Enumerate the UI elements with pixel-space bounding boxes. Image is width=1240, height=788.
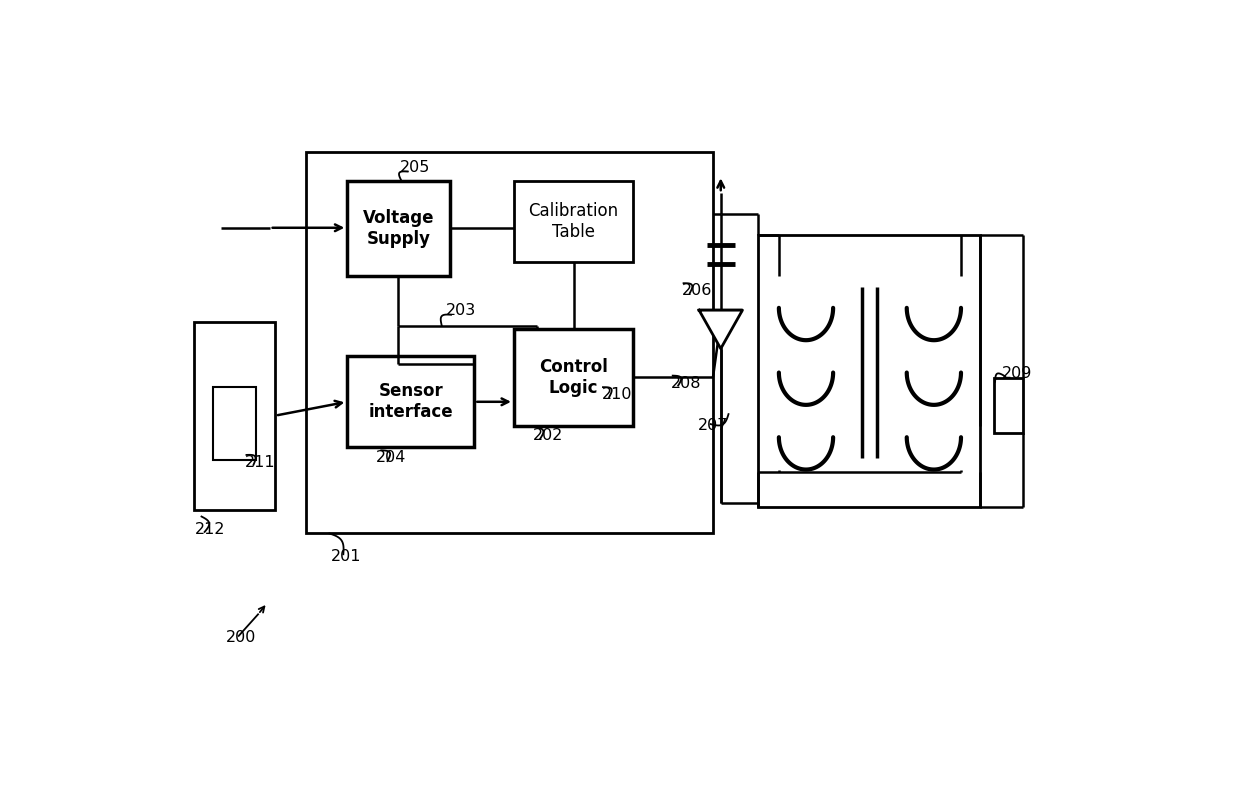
Text: 212: 212 [196,522,226,537]
Bar [347,356,475,448]
Text: 210: 210 [603,388,632,403]
Text: 209: 209 [1002,366,1033,381]
Text: 203: 203 [445,303,476,318]
Text: 205: 205 [399,160,430,175]
Text: Calibration
Table: Calibration Table [528,203,619,241]
Bar [513,180,634,262]
Text: Voltage
Supply: Voltage Supply [362,209,434,247]
Polygon shape [699,310,743,348]
Text: 204: 204 [376,451,407,466]
Bar [993,378,1023,433]
Text: 208: 208 [671,376,701,391]
Bar [213,387,255,460]
Text: 202: 202 [532,428,563,443]
Text: Control
Logic: Control Logic [539,358,608,397]
Bar [193,322,275,511]
Text: 200: 200 [226,630,257,645]
Text: Sensor
interface: Sensor interface [368,382,453,422]
Text: 201: 201 [331,549,361,564]
Text: 211: 211 [246,455,275,470]
Bar [513,329,634,426]
Text: 206: 206 [682,284,712,299]
Bar [306,152,713,533]
Bar [347,180,450,276]
Bar [758,236,981,507]
Text: 207: 207 [697,418,728,433]
